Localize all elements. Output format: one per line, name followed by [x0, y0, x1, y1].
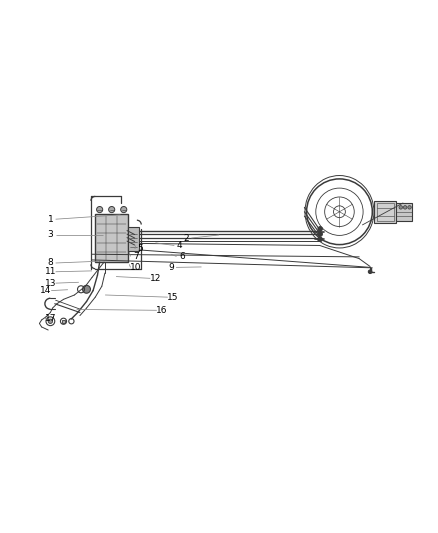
Circle shape: [403, 206, 407, 209]
Circle shape: [368, 270, 372, 273]
Bar: [62, 320, 65, 322]
Circle shape: [120, 206, 127, 213]
Text: 4: 4: [177, 241, 182, 250]
Bar: [128, 227, 139, 251]
Circle shape: [96, 206, 102, 213]
Text: 13: 13: [45, 279, 56, 288]
Text: 11: 11: [45, 267, 56, 276]
Circle shape: [109, 206, 115, 213]
Text: 16: 16: [156, 306, 168, 315]
Circle shape: [83, 285, 90, 293]
Text: 8: 8: [47, 259, 53, 268]
Text: 7: 7: [133, 252, 139, 261]
Bar: [95, 214, 128, 262]
Text: 15: 15: [167, 293, 179, 302]
Bar: [377, 203, 394, 221]
Text: 3: 3: [47, 230, 53, 239]
Circle shape: [318, 232, 322, 236]
Text: 2: 2: [184, 233, 189, 243]
Circle shape: [48, 319, 53, 324]
Circle shape: [408, 206, 411, 209]
Text: 9: 9: [168, 263, 174, 272]
Text: 12: 12: [150, 274, 161, 283]
Text: 10: 10: [130, 263, 141, 272]
Text: 1: 1: [47, 215, 53, 224]
Circle shape: [399, 206, 403, 209]
Bar: [396, 203, 412, 221]
Text: 17: 17: [45, 314, 56, 322]
Circle shape: [318, 237, 322, 241]
Bar: [374, 201, 396, 223]
Text: 6: 6: [179, 252, 185, 261]
Text: 14: 14: [40, 286, 52, 295]
Text: 5: 5: [137, 245, 143, 254]
Circle shape: [318, 227, 322, 231]
